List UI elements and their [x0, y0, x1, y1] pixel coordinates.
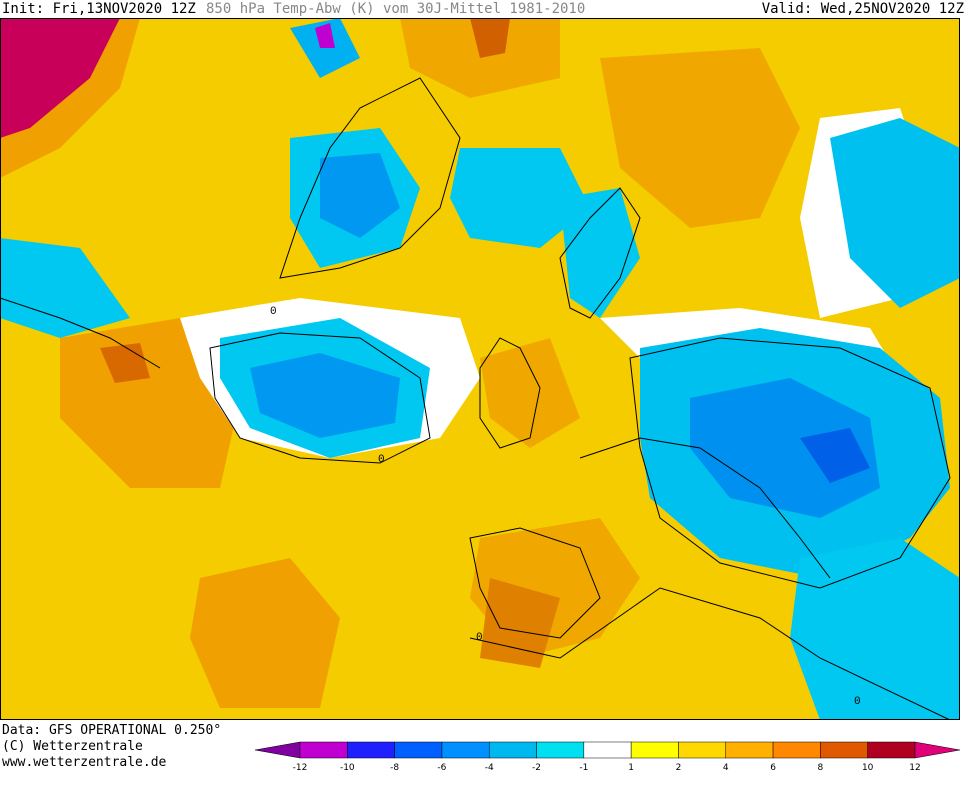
- legend-tick-label: -8: [390, 763, 399, 773]
- legend-tick-label: -12: [293, 763, 308, 773]
- contour-label: 0: [476, 632, 483, 644]
- cold-zone-eastern-mediterranean: [790, 538, 960, 720]
- legend-arrow-max: [914, 741, 960, 759]
- legend-tick-label: 12: [909, 763, 920, 773]
- data-source-label: Data: GFS OPERATIONAL 0.250°: [2, 723, 222, 738]
- legend-tick-label: -6: [437, 763, 446, 773]
- iberia-coast: [469, 527, 601, 639]
- legend-tick-label: 10: [862, 763, 874, 773]
- north-america-coast: [0, 297, 161, 369]
- legend-swatch: [678, 741, 727, 759]
- zero-contour-europe: [629, 337, 951, 589]
- contour-label: 0: [378, 454, 385, 466]
- zero-contour-atlantic: [209, 332, 431, 464]
- uk-coast: [479, 337, 541, 449]
- legend-tick-label: -1: [579, 763, 588, 773]
- valid-time-label: Valid: Wed,25NOV2020 12Z: [761, 1, 964, 17]
- legend-tick-label: -2: [532, 763, 541, 773]
- legend-swatch: [488, 741, 537, 759]
- legend-tick-label: 6: [770, 763, 776, 773]
- contour-label: 0: [270, 306, 277, 318]
- cold-core-balkans: [690, 378, 880, 518]
- legend-swatch: [725, 741, 774, 759]
- cold-peak-aegean: [800, 428, 870, 483]
- legend-tick-label: 2: [676, 763, 682, 773]
- contour-labels: 0 0 0 0: [270, 306, 861, 708]
- cold-zone-barents: [450, 148, 590, 248]
- legend-swatch: [299, 741, 348, 759]
- north-africa-coast: [469, 587, 951, 720]
- map-frame: [0, 18, 960, 720]
- cold-zone-scandinavia: [560, 188, 640, 318]
- legend-tick-label: 1: [628, 763, 634, 773]
- anomaly-map: 0 0 0 0: [0, 18, 960, 720]
- legend-swatch: [772, 741, 821, 759]
- warm-zone-russia-north: [600, 48, 800, 228]
- legend-swatch: [583, 741, 632, 759]
- mediterranean-coast: [579, 437, 831, 579]
- hot-zone-arctic-canada: [0, 18, 120, 138]
- legend-tick-label: -4: [485, 763, 494, 773]
- cold-core-atlantic: [250, 353, 400, 438]
- legend-arrow-min: [255, 741, 301, 759]
- legend-swatch: [441, 741, 490, 759]
- map-title: 850 hPa Temp-Abw (K) vom 30J-Mittel 1981…: [206, 1, 586, 17]
- cold-core-greenland: [320, 153, 400, 238]
- init-time-label: Init: Fri,13NOV2020 12Z: [2, 1, 196, 17]
- legend-swatch: [820, 741, 868, 759]
- legend-swatch: [867, 741, 916, 759]
- legend-tick-label: 4: [723, 763, 729, 773]
- website-label: www.wetterzentrale.de: [2, 755, 167, 770]
- cold-peak-arctic: [315, 23, 335, 48]
- greenland-coast: [279, 77, 461, 279]
- legend-tick-label: 8: [818, 763, 824, 773]
- hot-spot-north: [470, 18, 510, 58]
- legend-swatch: [347, 741, 395, 759]
- cold-zone-western-russia: [830, 118, 960, 308]
- legend-swatch: [536, 741, 585, 759]
- legend-tick-label: -10: [340, 763, 355, 773]
- zero-contours: [209, 332, 951, 589]
- cold-zone-labrador: [0, 238, 130, 338]
- hot-zone-north-africa: [480, 578, 560, 668]
- color-legend: -12 -10 -8 -6 -4 -2 -1 1 2 4 6 8 10 12: [255, 741, 960, 773]
- legend-swatch: [630, 741, 679, 759]
- hot-spot-atlantic: [100, 343, 150, 383]
- contour-label: 0: [854, 696, 861, 708]
- copyright-label: (C) Wetterzentrale: [2, 739, 143, 754]
- warm-zone-subtropical-atlantic: [190, 558, 340, 708]
- warm-zone-uk: [480, 338, 580, 448]
- coastlines: [0, 77, 951, 720]
- legend-swatch: [394, 741, 443, 759]
- scandinavia-coast: [559, 187, 641, 319]
